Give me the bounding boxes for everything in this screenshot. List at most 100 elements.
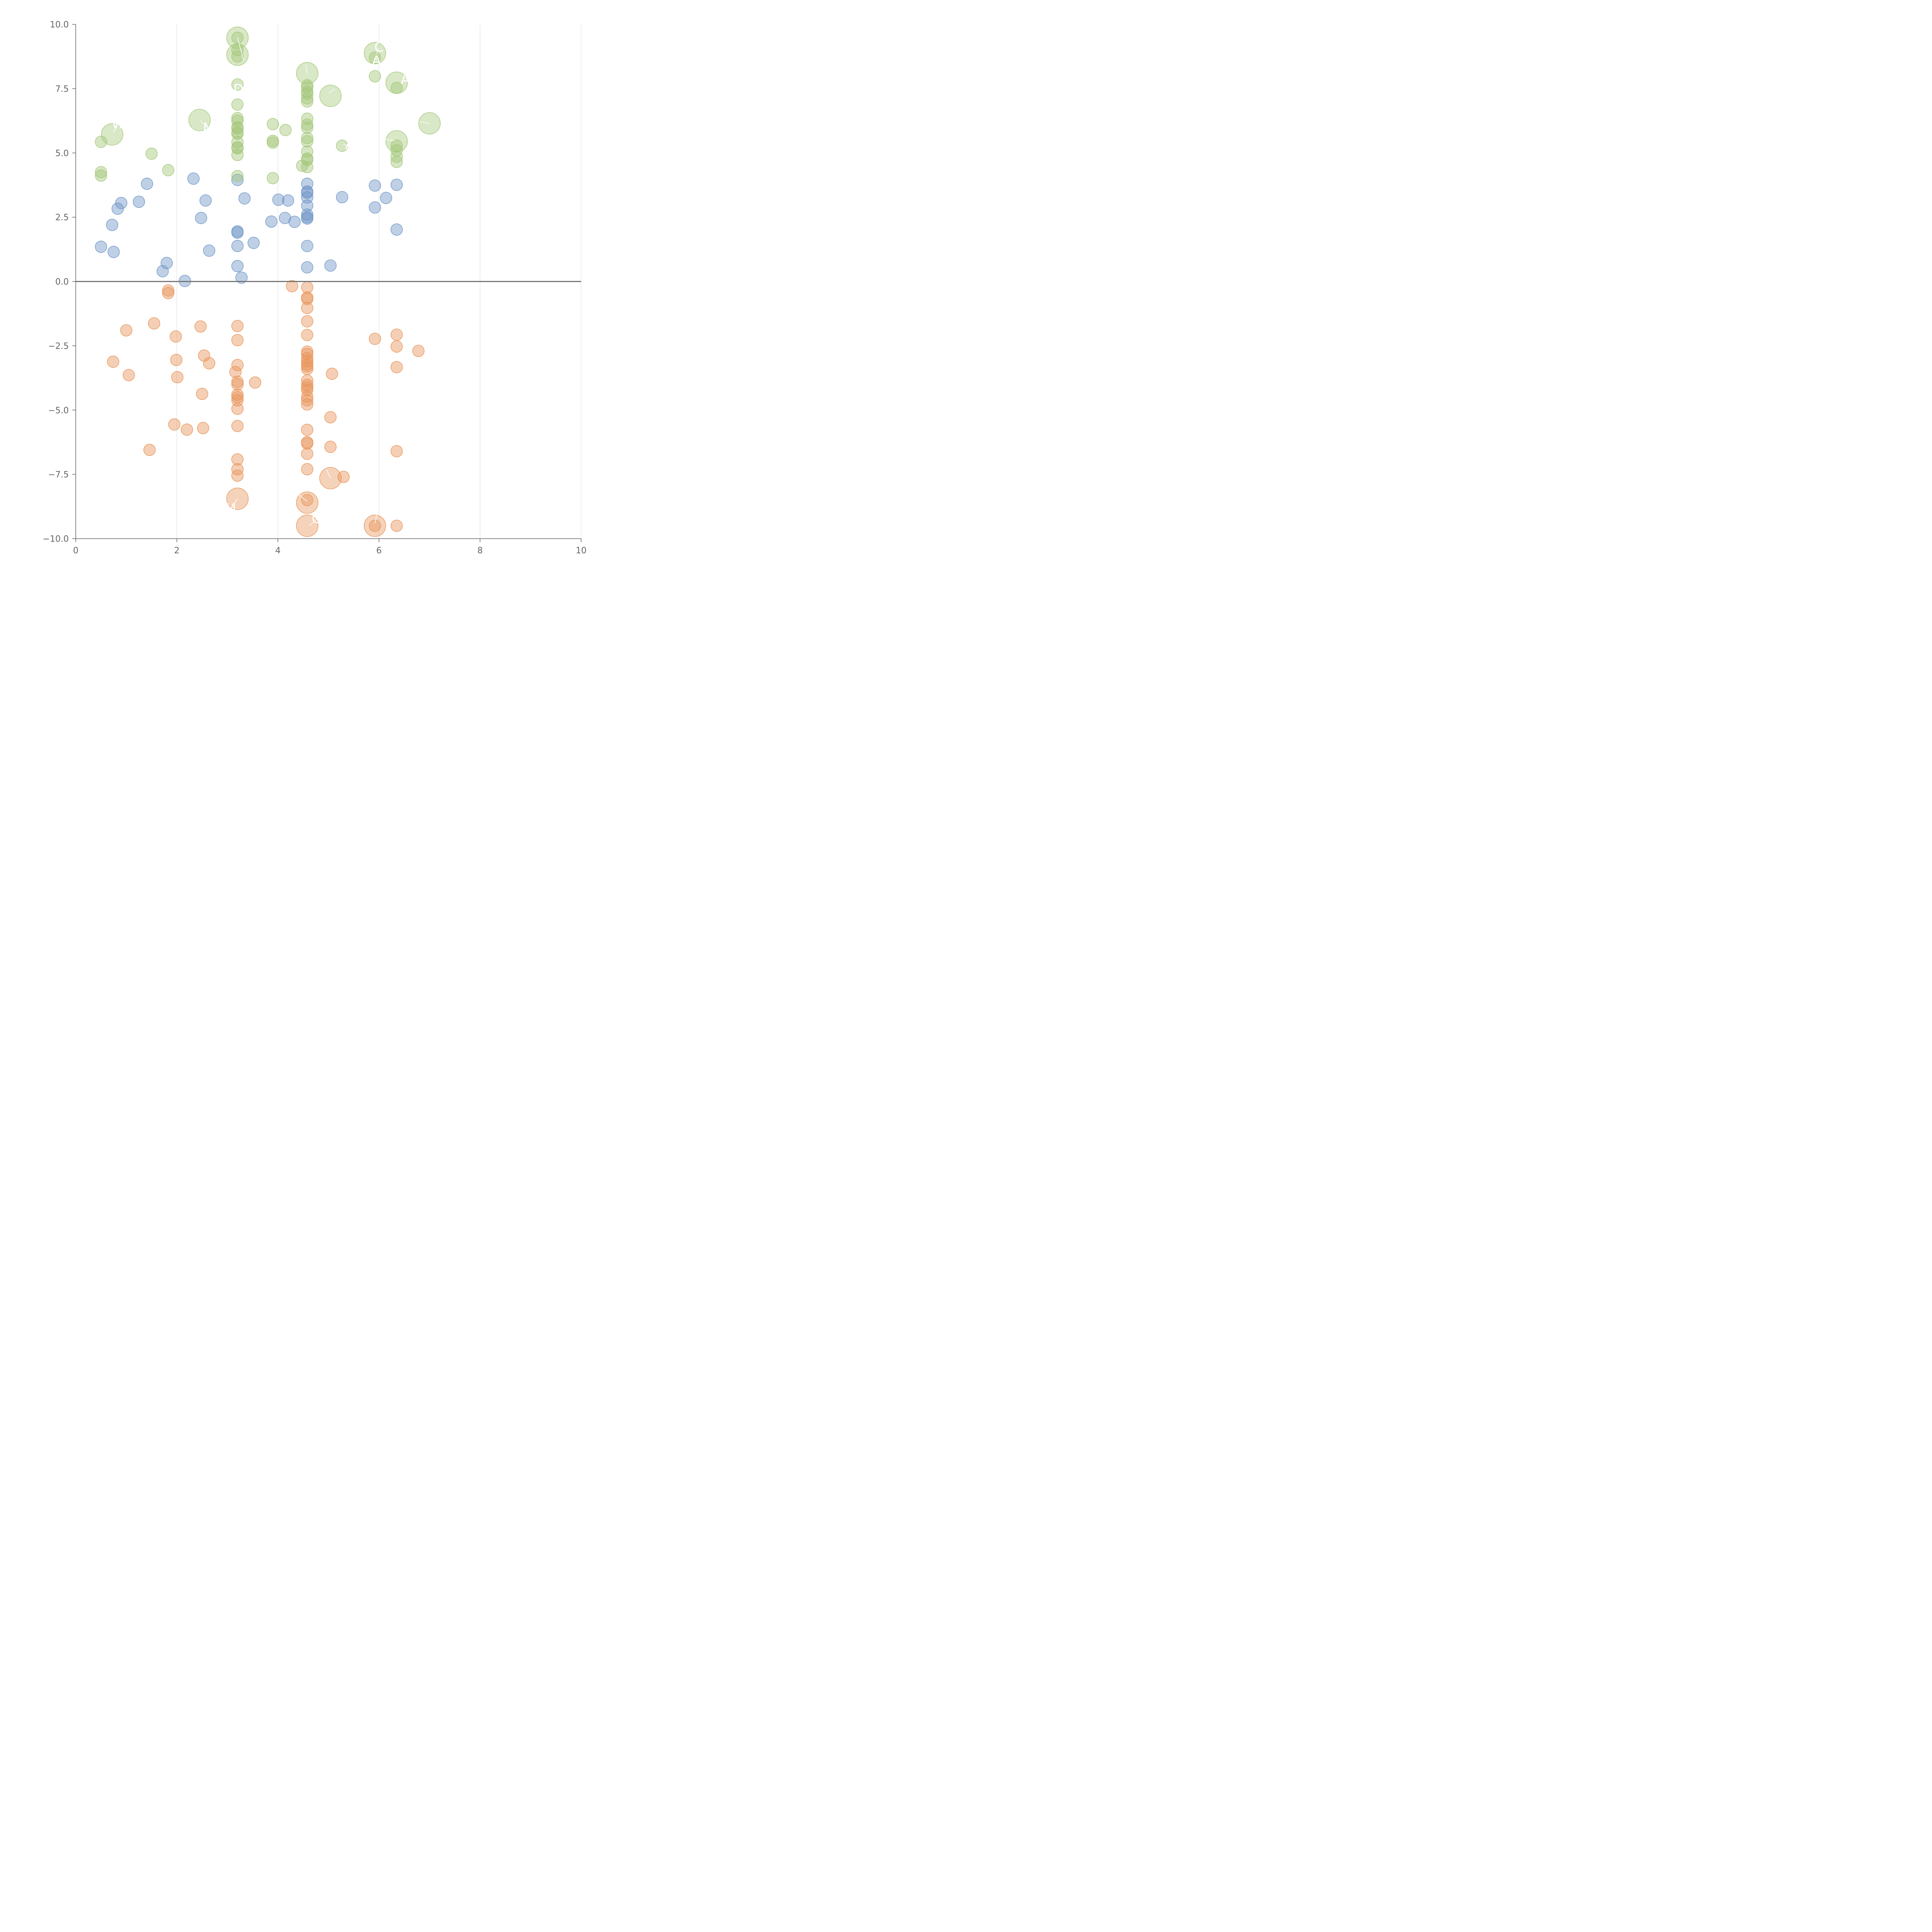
bubble-s2-24 <box>267 172 279 184</box>
bubble-s1-19 <box>231 359 244 371</box>
x-tick-label-4: 8 <box>477 546 483 556</box>
bubble-layer <box>95 26 441 537</box>
bubble-s0-29 <box>301 187 313 199</box>
bubble-s0-6 <box>141 177 153 190</box>
bubble-s1-68 <box>390 445 403 457</box>
bubble-s2-43 <box>369 51 381 64</box>
bubble-s1-3 <box>143 444 156 456</box>
annotation-leader-9 <box>328 88 335 94</box>
bubble-s2-8 <box>231 78 244 91</box>
annotation-leader-11 <box>385 139 395 141</box>
annotation-leader-0 <box>113 124 119 133</box>
annotation-label-0: W <box>112 116 125 132</box>
bubble-s2-0 <box>95 136 107 148</box>
bubble-s1-12 <box>194 320 207 333</box>
annotation-leader-17 <box>374 509 378 524</box>
bubble-s0-5 <box>133 196 145 208</box>
bubble-s1-26 <box>231 420 244 432</box>
bubble-s1-8 <box>170 330 182 343</box>
bubble-s2-23 <box>267 136 279 149</box>
bubble-s1-70 <box>412 345 425 357</box>
bubble-s0-37 <box>324 259 337 272</box>
bubble-s2-10 <box>231 112 244 124</box>
bubble-s2-4 <box>162 164 175 177</box>
bubble-s1-60 <box>324 440 337 453</box>
large-bubble-s2-8 <box>385 130 408 153</box>
bubble-s1-44 <box>301 360 313 372</box>
x-tick-label-1: 2 <box>174 546 180 556</box>
annotation-label-1: M <box>203 120 214 136</box>
y-tick-label-5: 2.5 <box>55 213 69 223</box>
y-tick-label-8: 10.0 <box>50 20 69 30</box>
bubble-s0-13 <box>203 244 216 257</box>
bubble-s1-45 <box>301 363 313 375</box>
annotation-leader-4 <box>226 64 233 68</box>
bubble-s1-49 <box>301 384 313 396</box>
bubble-s0-23 <box>272 194 285 206</box>
bubble-s2-16 <box>231 136 244 148</box>
bubble-s0-2 <box>107 246 120 258</box>
bubble-s2-9 <box>231 98 244 111</box>
annotation-leader-10 <box>419 121 430 124</box>
y-tick-label-1: −7.5 <box>48 470 69 480</box>
bubble-s1-31 <box>249 376 262 389</box>
bubble-s1-55 <box>301 437 313 450</box>
annotation-label-14: C <box>312 511 321 527</box>
bubble-s1-37 <box>301 315 313 328</box>
bubble-s1-29 <box>231 469 244 482</box>
bubble-s0-7 <box>156 265 169 277</box>
bubble-s2-41 <box>301 161 313 173</box>
bubble-s0-10 <box>187 172 200 185</box>
bubble-s2-48 <box>390 150 403 163</box>
annotation-leader-13 <box>230 498 238 509</box>
bubble-s0-42 <box>390 179 403 191</box>
bubble-s0-16 <box>231 226 244 239</box>
bubble-s0-39 <box>369 179 381 192</box>
bubble-s1-38 <box>301 329 313 341</box>
bubble-s1-24 <box>231 394 244 406</box>
bubble-s0-21 <box>247 236 260 249</box>
bubble-s1-27 <box>231 453 244 466</box>
bubble-s0-34 <box>301 212 313 225</box>
bubble-s2-15 <box>231 128 244 140</box>
annotation-leader-3 <box>237 37 244 61</box>
bubble-s1-0 <box>107 355 119 368</box>
y-tick-label-4: 0.0 <box>55 277 69 287</box>
bubble-s2-31 <box>301 92 313 105</box>
bubble-s2-42 <box>336 139 349 152</box>
bubble-s1-66 <box>390 340 403 353</box>
bubble-s2-35 <box>301 121 313 134</box>
x-tick-label-0: 0 <box>73 546 78 556</box>
bubble-s1-65 <box>390 328 403 341</box>
bubble-s1-53 <box>301 423 313 436</box>
bubble-s1-52 <box>301 398 313 411</box>
bubble-s0-18 <box>231 260 244 272</box>
annotation-leader-5 <box>344 144 350 146</box>
bubble-s1-51 <box>301 394 313 406</box>
bubble-s1-2 <box>122 369 135 381</box>
bubble-s1-9 <box>170 354 183 366</box>
annotation-leaders <box>113 37 430 526</box>
bubble-s2-2 <box>95 169 107 182</box>
bubble-s1-67 <box>390 361 403 373</box>
bubble-s0-14 <box>231 173 244 186</box>
bubble-s0-35 <box>301 240 313 252</box>
y-tick-label-6: 5.0 <box>55 149 69 158</box>
bubble-s1-36 <box>301 302 313 314</box>
annotation-label-8: A <box>401 72 410 88</box>
bubble-s0-43 <box>390 223 403 236</box>
bubble-s1-63 <box>369 333 381 345</box>
x-tick-label-5: 10 <box>576 546 587 556</box>
bubble-s1-57 <box>301 463 313 476</box>
annotation-leader-8 <box>401 80 406 83</box>
bubble-s1-18 <box>231 334 244 346</box>
bubble-s0-17 <box>231 240 244 252</box>
bubble-s1-35 <box>301 293 313 305</box>
bubble-s0-20 <box>238 192 251 205</box>
large-bubble-s1-2 <box>296 514 318 537</box>
bubble-s2-1 <box>95 166 107 179</box>
bubble-s1-25 <box>231 403 244 415</box>
bubble-s2-19 <box>231 149 244 161</box>
